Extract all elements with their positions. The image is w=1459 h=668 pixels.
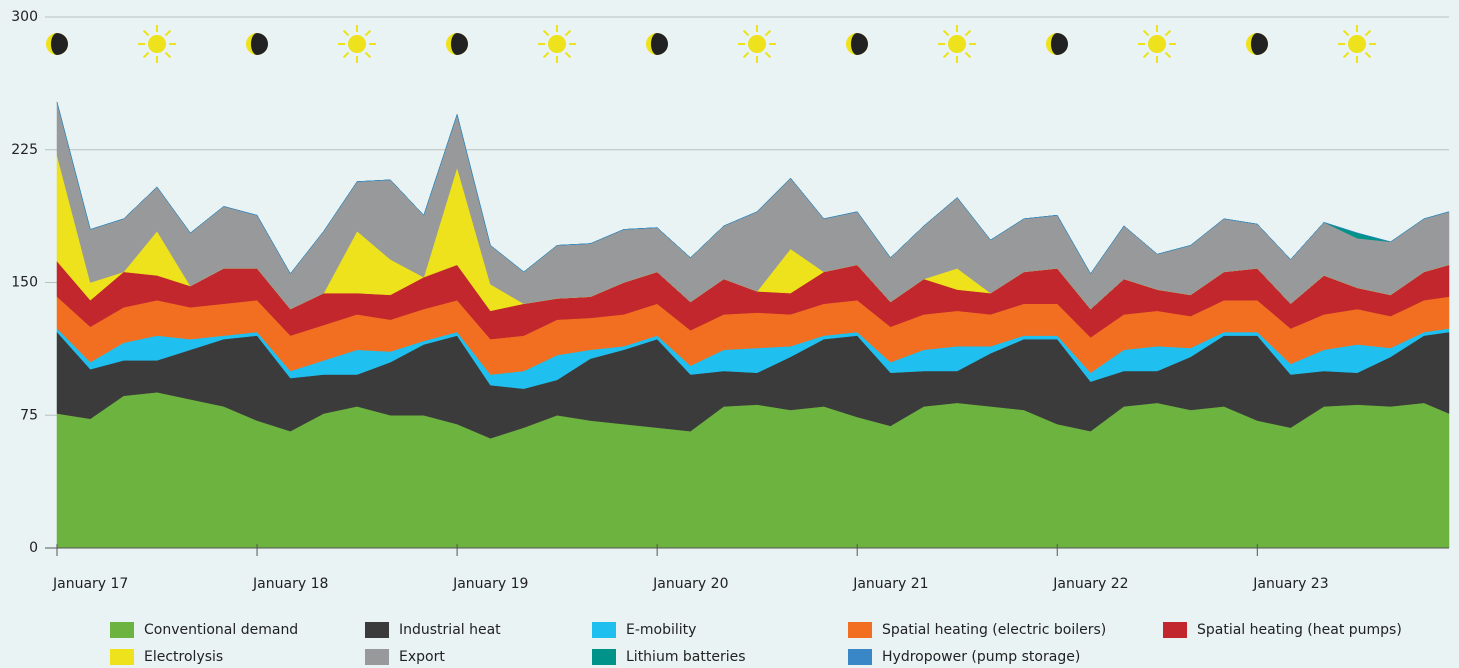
- moon-dark: [51, 33, 68, 55]
- sun: [748, 35, 766, 53]
- sun-ray: [542, 51, 550, 59]
- sun-ray: [1142, 29, 1150, 37]
- legend-swatch: [848, 622, 872, 638]
- legend-label: E-mobility: [626, 622, 696, 638]
- sun-ray: [964, 29, 972, 37]
- sun-ray: [342, 51, 350, 59]
- legend-swatch: [592, 622, 616, 638]
- sun: [548, 35, 566, 53]
- legend-label: Conventional demand: [144, 622, 298, 638]
- x-tick-label: January 21: [852, 576, 928, 592]
- sun-ray: [1342, 29, 1350, 37]
- sun-ray: [1364, 51, 1372, 59]
- sun-ray: [364, 29, 372, 37]
- sun: [1148, 35, 1166, 53]
- day-night-icons: [46, 25, 1376, 63]
- sun-ray: [1142, 51, 1150, 59]
- sun-ray: [1364, 29, 1372, 37]
- moon-dark: [451, 33, 468, 55]
- y-tick-label: 300: [11, 9, 38, 25]
- legend-swatch: [1163, 622, 1187, 638]
- sun-ray: [142, 29, 150, 37]
- sun-ray: [742, 51, 750, 59]
- x-tick-label: January 20: [652, 576, 728, 592]
- legend-label: Spatial heating (heat pumps): [1197, 622, 1402, 638]
- legend-label: Export: [399, 649, 445, 665]
- x-tick-label: January 23: [1252, 576, 1328, 592]
- legend-swatch: [848, 649, 872, 665]
- sun: [1348, 35, 1366, 53]
- x-tick-label: January 19: [452, 576, 528, 592]
- y-tick-label: 225: [11, 142, 38, 158]
- legend-label: Spatial heating (electric boilers): [882, 622, 1106, 638]
- sun-ray: [1342, 51, 1350, 59]
- sun-ray: [564, 29, 572, 37]
- sun: [148, 35, 166, 53]
- area: [56, 101, 1450, 275]
- sun-ray: [764, 29, 772, 37]
- x-tick-label: January 17: [52, 576, 128, 592]
- sun-ray: [942, 29, 950, 37]
- sun-ray: [164, 29, 172, 37]
- sun-ray: [542, 29, 550, 37]
- sun-ray: [364, 51, 372, 59]
- sun: [348, 35, 366, 53]
- sun-ray: [964, 51, 972, 59]
- moon-dark: [251, 33, 268, 55]
- legend-label: Electrolysis: [144, 649, 223, 665]
- legend-label: Hydropower (pump storage): [882, 649, 1080, 665]
- y-tick-label: 150: [11, 275, 38, 291]
- y-tick-label: 75: [20, 407, 38, 423]
- legend-swatch: [365, 649, 389, 665]
- sun-ray: [564, 51, 572, 59]
- sun-ray: [342, 29, 350, 37]
- sun-ray: [164, 51, 172, 59]
- legend-swatch: [110, 622, 134, 638]
- moon-dark: [651, 33, 668, 55]
- legend-swatch: [592, 649, 616, 665]
- legend-swatch: [110, 649, 134, 665]
- sun-ray: [1164, 51, 1172, 59]
- legend-swatch: [365, 622, 389, 638]
- sun-ray: [1164, 29, 1172, 37]
- legend-label: Industrial heat: [399, 622, 501, 638]
- legend-label: Lithium batteries: [626, 649, 746, 665]
- sun-ray: [764, 51, 772, 59]
- sun: [948, 35, 966, 53]
- moon-dark: [851, 33, 868, 55]
- y-tick-label: 0: [29, 540, 38, 556]
- moon-dark: [1051, 33, 1068, 55]
- sun-ray: [142, 51, 150, 59]
- sun-ray: [942, 51, 950, 59]
- x-tick-label: January 22: [1052, 576, 1128, 592]
- x-tick-label: January 18: [252, 576, 328, 592]
- sun-ray: [742, 29, 750, 37]
- moon-dark: [1251, 33, 1268, 55]
